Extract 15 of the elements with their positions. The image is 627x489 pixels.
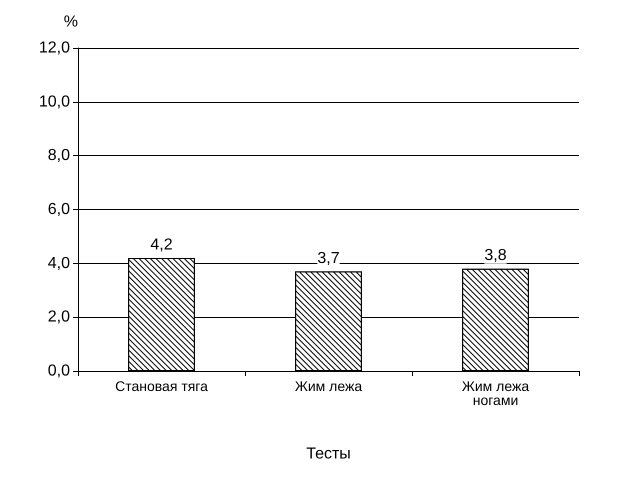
- data-label: 4,2: [150, 236, 173, 254]
- x-tick-label: Жим лежа ногами: [462, 378, 530, 408]
- x-tick-label: Становая тяга: [115, 378, 208, 394]
- x-axis-title: Тесты: [306, 446, 351, 462]
- y-axis-title: %: [64, 14, 78, 30]
- y-tick-label: 0,0: [48, 362, 70, 380]
- x-tick-label: Жим лежа: [294, 378, 362, 394]
- data-label: 3,7: [317, 250, 340, 267]
- y-tick-label: 2,0: [48, 308, 70, 326]
- y-tick-label: 6,0: [48, 201, 70, 218]
- y-tick-label: 8,0: [48, 147, 70, 164]
- y-tick-label: 12,0: [38, 40, 70, 56]
- y-tick-label: 10,0: [38, 93, 70, 110]
- y-tick-label: 4,0: [48, 254, 70, 272]
- data-label: 3,8: [484, 247, 507, 264]
